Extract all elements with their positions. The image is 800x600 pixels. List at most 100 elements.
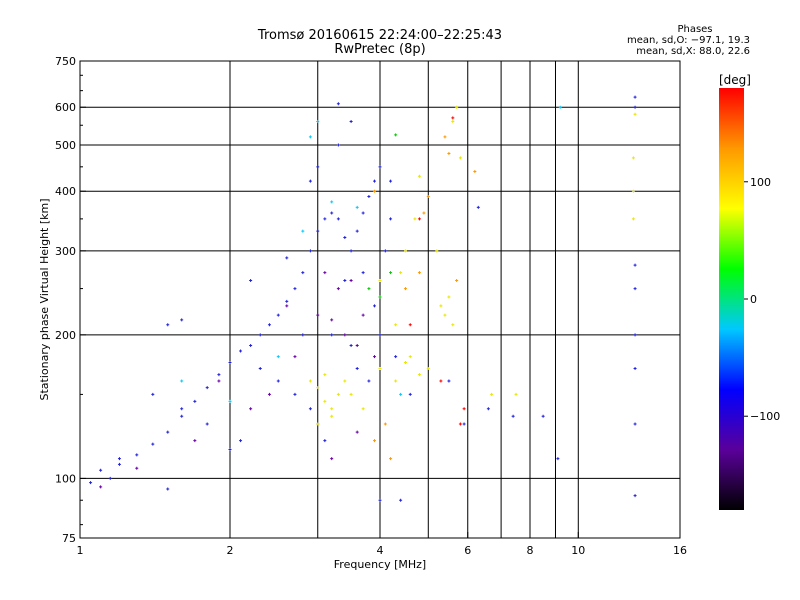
data-point <box>367 379 371 383</box>
y-tick-label: 750 <box>55 55 76 68</box>
data-point <box>99 485 103 489</box>
axis-ticks: 1 2 4 6 8 10 16 75 100 200 300 400 500 600 750 <box>55 55 687 557</box>
data-point <box>205 422 209 426</box>
data-point <box>336 392 340 396</box>
data-point <box>293 392 297 396</box>
data-point <box>135 453 139 457</box>
data-point <box>193 399 197 403</box>
data-point <box>633 494 637 498</box>
data-point <box>394 133 398 137</box>
data-point <box>439 379 443 383</box>
data-point <box>443 313 447 317</box>
scatter-points <box>89 95 637 502</box>
data-point <box>330 407 334 411</box>
data-point <box>330 333 334 337</box>
data-point <box>151 392 155 396</box>
data-point <box>249 278 253 282</box>
y-tick-label: 75 <box>62 532 76 545</box>
data-point <box>276 379 280 383</box>
data-point <box>399 271 403 275</box>
x-tick-label: 10 <box>571 544 585 557</box>
data-point <box>403 287 407 291</box>
data-point <box>394 379 398 383</box>
data-point <box>422 211 426 215</box>
data-point <box>408 355 412 359</box>
data-point <box>308 179 312 183</box>
phases-x-stats: mean, sd,X: 88.0, 22.6 <box>636 46 750 57</box>
data-point <box>336 217 340 221</box>
data-point <box>458 422 462 426</box>
data-point <box>239 439 243 443</box>
data-point <box>458 156 462 160</box>
data-point <box>447 295 451 299</box>
data-point <box>316 313 320 317</box>
chart-title: Tromsø 20160615 22:24:00–22:25:43 RwPret… <box>230 29 530 57</box>
data-point <box>462 407 466 411</box>
data-point <box>417 271 421 275</box>
colorbar-ticks: 100 0 −100 <box>744 176 780 423</box>
data-point <box>308 249 312 253</box>
data-point <box>323 373 327 377</box>
x-tick-label: 1 <box>77 544 84 557</box>
data-point <box>239 349 243 353</box>
data-point <box>355 229 359 233</box>
data-point <box>166 430 170 434</box>
data-point <box>367 194 371 198</box>
data-point <box>473 169 477 173</box>
colorbar-tick-label: −100 <box>750 410 780 423</box>
data-point <box>633 263 637 267</box>
data-point <box>180 318 184 322</box>
data-point <box>378 295 382 299</box>
data-point <box>330 211 334 215</box>
chart-title-line2: RwPretec (8p) <box>334 42 426 57</box>
colorbar-tick-label: 100 <box>750 176 771 189</box>
data-point <box>205 386 209 390</box>
data-point <box>373 355 377 359</box>
data-point <box>455 105 459 109</box>
data-point <box>447 151 451 155</box>
data-point <box>316 386 320 390</box>
data-point <box>349 392 353 396</box>
data-point <box>378 498 382 502</box>
data-point <box>361 407 365 411</box>
data-point <box>217 373 221 377</box>
x-tick-label: 2 <box>227 544 234 557</box>
data-point <box>276 313 280 317</box>
data-point <box>301 229 305 233</box>
data-point <box>267 392 271 396</box>
data-point <box>249 407 253 411</box>
data-point <box>293 355 297 359</box>
data-point <box>285 304 289 308</box>
data-point <box>166 487 170 491</box>
data-point <box>343 235 347 239</box>
data-point <box>447 379 451 383</box>
data-point <box>378 165 382 169</box>
y-tick-label: 200 <box>55 329 76 342</box>
data-point <box>399 392 403 396</box>
data-point <box>361 211 365 215</box>
data-point <box>336 143 340 147</box>
data-point <box>301 271 305 275</box>
data-point <box>249 343 253 347</box>
data-point <box>403 360 407 364</box>
grid-lines <box>80 61 680 538</box>
data-point <box>355 343 359 347</box>
data-point <box>399 498 403 502</box>
data-point <box>330 200 334 204</box>
data-point <box>462 422 466 426</box>
x-tick-label: 4 <box>377 544 384 557</box>
data-point <box>476 205 480 209</box>
data-point <box>349 249 353 253</box>
data-point <box>349 278 353 282</box>
data-point <box>373 179 377 183</box>
colorbar-tick-label: 0 <box>750 293 757 306</box>
data-point <box>455 278 459 282</box>
data-point <box>217 379 221 383</box>
data-point <box>151 442 155 446</box>
data-point <box>285 256 289 260</box>
data-point <box>316 422 320 426</box>
data-point <box>451 120 455 124</box>
data-point <box>631 189 635 193</box>
data-point <box>631 217 635 221</box>
data-point <box>514 392 518 396</box>
